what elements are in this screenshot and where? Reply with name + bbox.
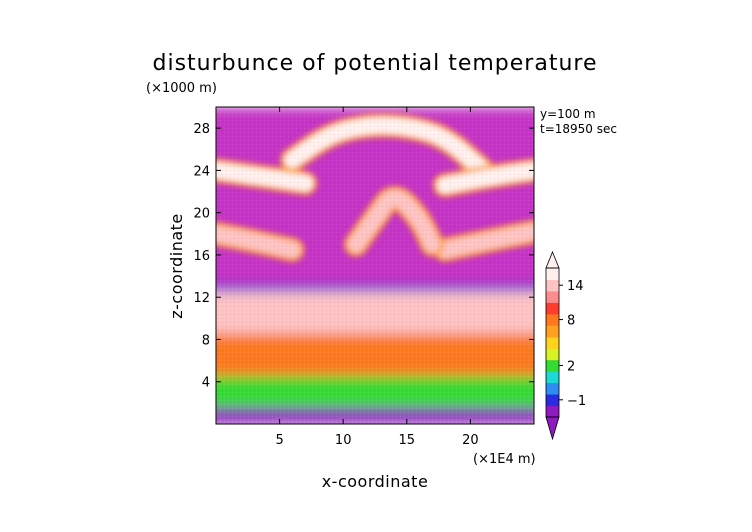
heatmap-plot xyxy=(216,107,534,424)
y-tick-label: 24 xyxy=(193,164,210,179)
plot-frame xyxy=(215,106,535,425)
colorbar-top-arrow xyxy=(545,250,560,269)
annotation-y: y=100 m xyxy=(540,107,596,121)
colorbar-swatch xyxy=(546,405,559,418)
x-unit-label: (×1E4 m) xyxy=(473,452,536,467)
colorbar: −1 2 8 14 xyxy=(545,250,586,441)
colorbar-swatch xyxy=(546,268,559,280)
y-tick-label: 8 xyxy=(202,333,210,348)
colorbar-swatch xyxy=(546,279,559,292)
colorbar-swatch xyxy=(546,325,559,338)
colorbar-swatch xyxy=(546,359,559,372)
colorbar-tick-label: 8 xyxy=(567,314,575,329)
y-axis-label: z-coordinate xyxy=(167,213,186,319)
colorbar-swatch xyxy=(546,348,559,361)
chart-title: disturbunce of potential temperature xyxy=(153,51,598,76)
colorbar-tick-label: 14 xyxy=(567,279,584,294)
annotation-time: t=18950 sec xyxy=(540,122,617,136)
y-tick-label: 20 xyxy=(193,207,210,222)
y-unit-label: (×1000 m) xyxy=(146,81,217,96)
colorbar-swatch xyxy=(546,336,559,349)
colorbar-swatch xyxy=(546,302,559,315)
y-tick-label: 28 xyxy=(193,122,210,137)
x-tick-label: 15 xyxy=(399,433,416,448)
axis-ticks: 5 10 15 20 4 8 12 16 20 24 28 xyxy=(193,107,534,448)
colorbar-swatch xyxy=(546,394,559,407)
colorbar-swatch xyxy=(546,382,559,395)
y-tick-label: 16 xyxy=(193,249,210,264)
y-tick-label: 12 xyxy=(193,291,210,306)
x-tick-label: 5 xyxy=(275,433,283,448)
y-tick-label: 4 xyxy=(202,376,210,391)
colorbar-tick-label: −1 xyxy=(567,394,586,409)
colorbar-swatch xyxy=(546,313,559,326)
colorbar-swatch xyxy=(546,290,559,303)
colorbar-bottom-arrow xyxy=(545,416,560,441)
x-tick-label: 10 xyxy=(335,433,352,448)
colorbar-tick-label: 2 xyxy=(567,359,575,374)
colorbar-frame xyxy=(545,267,560,418)
x-tick-label: 20 xyxy=(462,433,479,448)
x-axis-label: x-coordinate xyxy=(322,472,429,491)
colorbar-swatch xyxy=(546,371,559,384)
plot-texture xyxy=(216,107,534,424)
